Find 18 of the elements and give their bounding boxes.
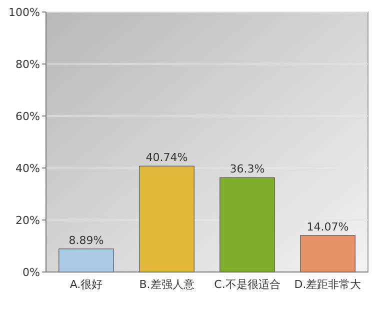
bar xyxy=(300,235,356,272)
x-tick-label: D.差距非常大 xyxy=(294,278,362,291)
data-label: 36.3% xyxy=(230,162,265,176)
bar xyxy=(58,248,114,272)
y-tick-label: 20% xyxy=(16,214,40,227)
y-tick-label: 40% xyxy=(16,162,40,175)
x-tick-label: C.不是很适合 xyxy=(214,278,280,291)
x-tick-label: B.差强人意 xyxy=(139,278,194,291)
data-label: 8.89% xyxy=(68,234,104,247)
x-tick-label: A.很好 xyxy=(70,278,103,291)
data-label: 40.74% xyxy=(146,151,188,164)
y-tick-label: 100% xyxy=(8,6,40,19)
y-tick-label: 60% xyxy=(16,110,40,123)
y-tick-label: 0% xyxy=(22,266,40,279)
data-label: 14.07% xyxy=(306,220,349,234)
bar xyxy=(139,166,194,272)
bar xyxy=(220,177,275,272)
y-tick-label: 80% xyxy=(16,58,40,71)
